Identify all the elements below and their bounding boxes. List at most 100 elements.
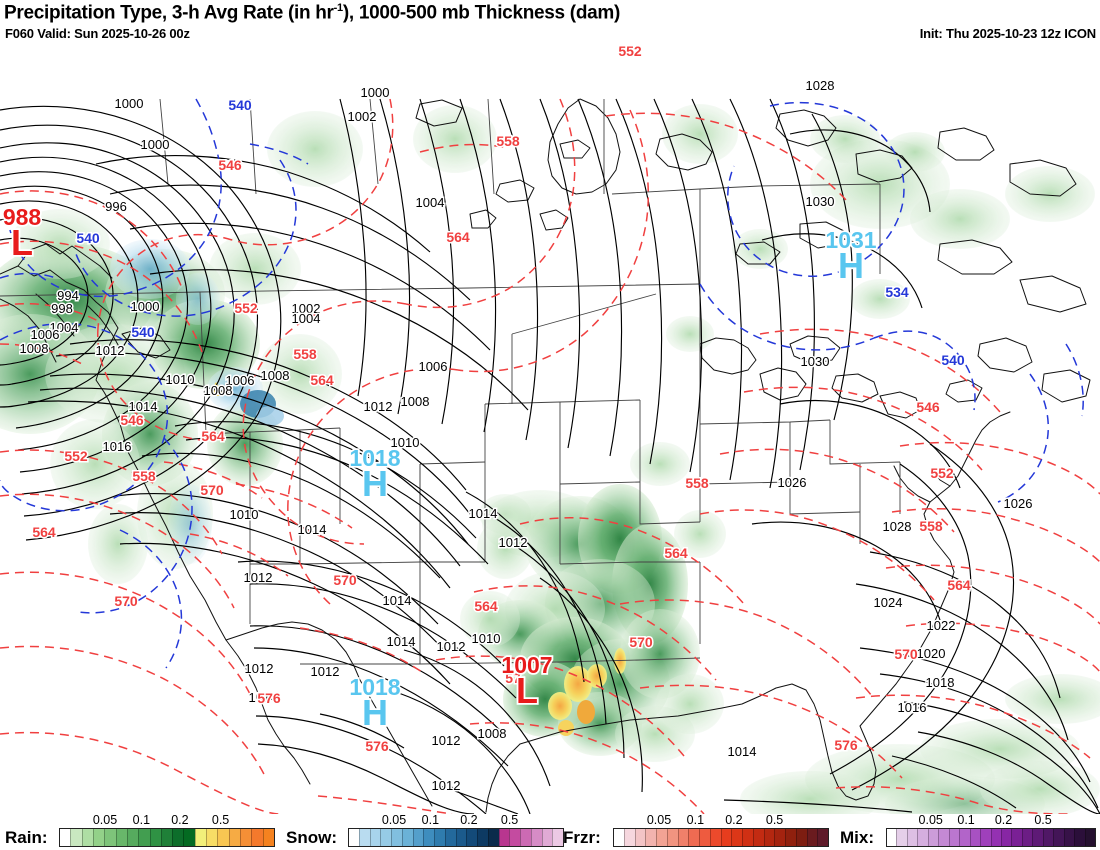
precipitation-shading (0, 104, 1100, 814)
legend-tick-snow-1: 0.1 (421, 813, 440, 827)
isobar-label: 1004 (416, 195, 445, 210)
thickness-contours-cold (0, 98, 1084, 669)
legend-swatch (380, 829, 391, 846)
isobar-label: 1028 (806, 78, 835, 93)
high-pressure-symbol: H (362, 463, 388, 504)
legend-swatch (217, 829, 229, 846)
thickness-label-warm: 570 (333, 572, 357, 588)
isobar-label: 1028 (883, 519, 912, 534)
isobar-label: 1000 (131, 299, 160, 314)
legend-group-mix[interactable]: Mix: 0.05 0.1 0.2 0.5 (840, 813, 1100, 850)
high-pressure-symbol: H (838, 245, 864, 286)
isobar-label: 1002 (348, 109, 377, 124)
thickness-label-warm: 57 (505, 670, 521, 686)
legend-label-snow: Snow: (286, 828, 337, 847)
isobar-label: 1010 (166, 372, 195, 387)
legend-colorbar-mix[interactable] (886, 828, 1096, 847)
map-canvas[interactable]: 1000 1002 1000 1028 1000 996 1004 1030 994 1000 10… (0, 44, 1100, 814)
thickness-label-warm: 564 (474, 598, 498, 614)
isobar-label: 1000 (361, 85, 390, 100)
legend-swatch (194, 829, 207, 846)
legend-group-rain[interactable]: Rain: 0.05 0.1 0.2 0.5 (5, 813, 279, 850)
legend-tick-frzr-3: 0.5 (765, 813, 784, 827)
thickness-label-warm: 576 (834, 737, 858, 753)
isobar-label: 1012 (364, 399, 393, 414)
legend-tick-frzr-0: 0.05 (646, 813, 672, 827)
thickness-label-warm: 558 (496, 133, 520, 149)
legend-tick-mix-2: 0.2 (994, 813, 1013, 827)
legend-swatch (1011, 829, 1022, 846)
legend-swatch (817, 829, 828, 846)
legend-colorbar-rain[interactable] (59, 828, 275, 847)
legend-group-snow[interactable]: Snow: 0.05 0.1 0.2 0.5 (286, 813, 568, 850)
legend-swatch (948, 829, 960, 846)
legend-group-frzr[interactable]: Frzr: 0.05 0.1 0.2 0.5 (563, 813, 833, 850)
legend-colorbar-frzr[interactable] (613, 828, 829, 847)
legend-tick-frzr-1: 0.1 (686, 813, 705, 827)
isobar-label: 1012 (437, 639, 466, 654)
thickness-label-cold: 534 (885, 284, 909, 300)
isobar-label: 1020 (917, 646, 946, 661)
legend-colorbar-snow[interactable] (348, 828, 564, 847)
thickness-label-warm: 552 (930, 465, 954, 481)
map-svg: 1000 1002 1000 1028 1000 996 1004 1030 994 1000 10… (0, 44, 1100, 814)
pressure-center-value: 988 (3, 204, 42, 230)
legend-swatch (509, 829, 520, 846)
thickness-label-warm: 558 (132, 468, 156, 484)
pressure-center-value: 1031 (825, 227, 876, 253)
legend-swatch (81, 829, 93, 846)
isobar-label: 1024 (874, 595, 903, 610)
valid-time-label: F060 Valid: Sun 2025-10-26 00z (5, 26, 190, 41)
legend-swatch (731, 829, 742, 846)
map-header: Precipitation Type, 3-h Avg Rate (in hr-… (0, 0, 1100, 44)
legend-swatch (498, 829, 510, 846)
legend-swatch (1021, 829, 1033, 846)
legend-swatch (1084, 829, 1096, 846)
isobar-label: 1004 (50, 320, 79, 335)
thickness-label-warm: 564 (310, 372, 334, 388)
legend-tick-rain-0: 0.05 (92, 813, 118, 827)
legend-swatch (656, 829, 667, 846)
legend-swatch (1074, 829, 1085, 846)
legend-swatch (401, 829, 413, 846)
legend-tick-snow-3: 0.5 (500, 813, 519, 827)
legend-swatch (752, 829, 764, 846)
pressure-center-value: 1007 (501, 652, 552, 678)
high-pressure-symbol: H (362, 692, 388, 733)
legend-tick-mix-0: 0.05 (918, 813, 943, 827)
legend-swatch (138, 829, 150, 846)
isobar-label: 1014 (469, 506, 498, 521)
page-title-exponent: -1 (333, 2, 343, 14)
legend-swatch (763, 829, 775, 846)
legend-swatch (172, 829, 184, 846)
legend-tick-snow-0: 0.05 (381, 813, 407, 827)
isobar-label: 1000 (141, 137, 170, 152)
init-time-label: Init: Thu 2025-10-23 12z ICON (919, 26, 1096, 41)
legend-tick-frzr-2: 0.2 (725, 813, 743, 827)
legend-swatch (149, 829, 161, 846)
legend-swatch (1042, 829, 1054, 846)
isobar-label: 1006 (226, 373, 255, 388)
isobar-label: 1016 (103, 439, 132, 454)
legend-swatch (444, 829, 456, 846)
isobar-label: 1014 (728, 744, 757, 759)
isobar-label: 998 (51, 301, 73, 316)
legend-swatch (126, 829, 139, 846)
legend-tick-mix-1: 0.1 (957, 813, 975, 827)
legend-swatch (980, 829, 991, 846)
isobar-label: 1010 (230, 507, 259, 522)
legend-swatch (720, 829, 732, 846)
legend-label-frzr: Frzr: (563, 828, 601, 847)
isobar-label: 1030 (801, 354, 830, 369)
thickness-label-warm: 576 (257, 690, 281, 706)
legend-tick-rain-1: 0.1 (132, 813, 151, 827)
isobar-label: 1014 (249, 690, 278, 705)
isobar-label: 1030 (806, 194, 835, 209)
legend-ticks-snow: 0.05 0.1 0.2 0.5 (348, 813, 562, 828)
legend-swatch (1063, 829, 1075, 846)
legend-swatch (552, 829, 563, 846)
legend-swatch (806, 829, 818, 846)
page-title: Precipitation Type, 3-h Avg Rate (in hr-… (4, 2, 620, 24)
pressure-center-value: 1018 (349, 674, 400, 700)
